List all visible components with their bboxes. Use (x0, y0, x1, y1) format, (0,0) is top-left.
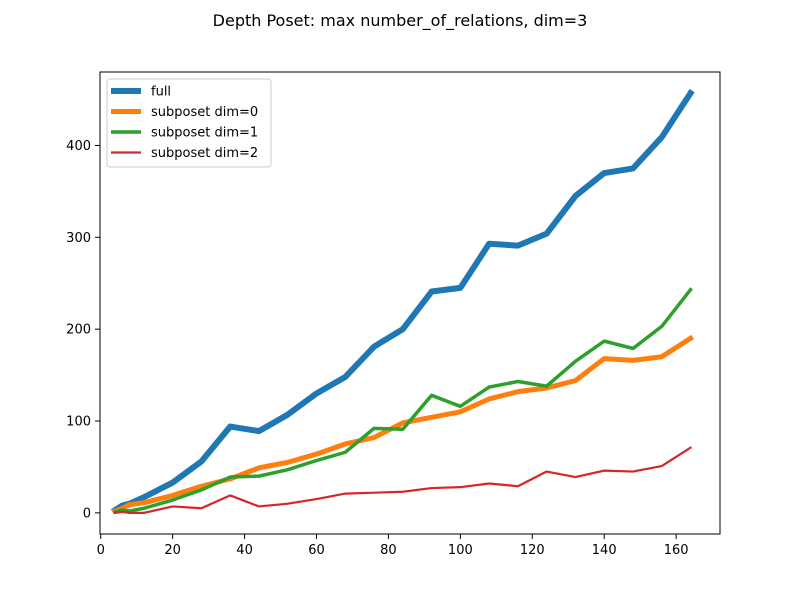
series-layer (110, 88, 695, 515)
x-tick-label: 160 (664, 543, 689, 558)
series-line-0 (110, 88, 695, 515)
plot-frame (99, 71, 721, 535)
y-axis: 0 100 200 300 400 (66, 139, 100, 521)
x-tick-label: 60 (308, 543, 325, 558)
y-tick-label: 0 (83, 506, 91, 521)
series-line-2 (112, 287, 693, 515)
legend: full subposet dim=0 subposet dim=1 subposet… (106, 78, 272, 168)
y-tick-label: 400 (66, 139, 91, 154)
x-tick-label: 40 (236, 543, 253, 558)
x-tick-label: 80 (380, 543, 397, 558)
legend-label-2: subposet dim=1 (151, 126, 258, 141)
series-line-3 (113, 446, 693, 515)
x-tick-label: 140 (592, 543, 617, 558)
legend-box (106, 78, 272, 168)
x-axis: 0 20 40 60 80 100 120 140 160 (97, 534, 689, 558)
legend-label-1: subposet dim=0 (151, 105, 258, 120)
x-tick-label: 0 (97, 543, 105, 558)
x-tick-label: 20 (164, 543, 181, 558)
chart-title: Depth Poset: max number_of_relations, di… (213, 11, 588, 31)
y-tick-label: 200 (66, 323, 91, 338)
legend-label-0: full (151, 85, 171, 100)
legend-label-3: subposet dim=2 (151, 146, 258, 161)
x-tick-label: 100 (448, 543, 473, 558)
x-tick-label: 120 (520, 543, 545, 558)
series-line-1 (111, 334, 694, 515)
y-tick-label: 100 (66, 415, 91, 430)
y-tick-label: 300 (66, 231, 91, 246)
